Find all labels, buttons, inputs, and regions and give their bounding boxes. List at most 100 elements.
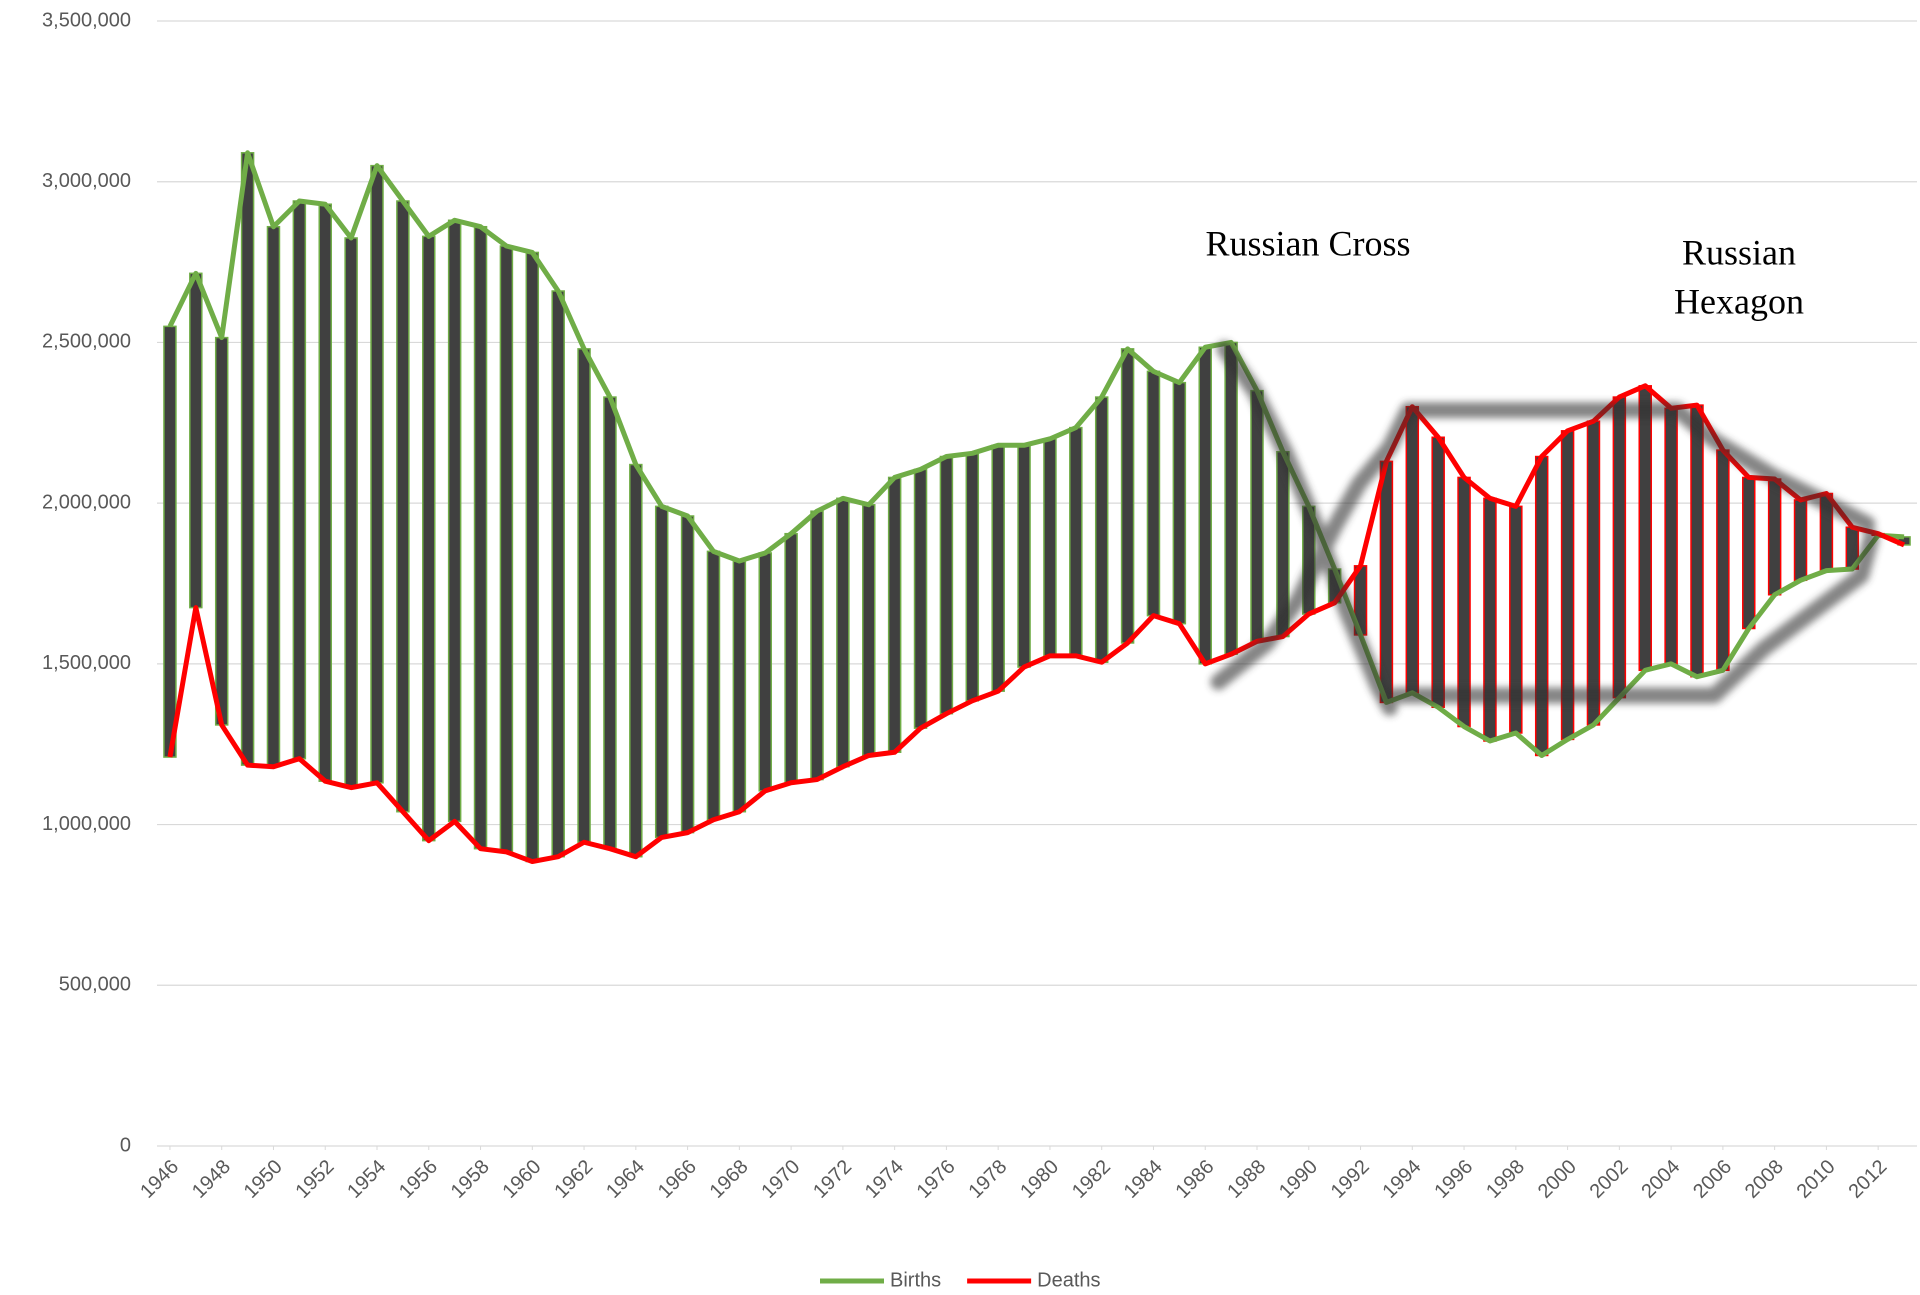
x-tick-label: 1962	[550, 1156, 597, 1203]
x-tick-label: 1948	[188, 1156, 235, 1203]
high-low-bar	[1483, 497, 1497, 742]
high-low-bar	[266, 225, 281, 768]
x-tick-label: 1976	[913, 1156, 960, 1203]
high-low-bar	[1379, 460, 1394, 704]
x-tick-label: 1988	[1223, 1156, 1270, 1203]
legend-label: Births	[890, 1269, 941, 1291]
y-tick-label: 500,000	[59, 974, 131, 996]
x-tick-label: 1982	[1068, 1156, 1115, 1203]
high-low-bar	[1172, 381, 1187, 625]
high-low-bar	[189, 272, 203, 609]
high-low-bar	[292, 200, 307, 760]
high-low-bar	[1742, 476, 1756, 630]
x-tick-label: 1966	[654, 1156, 701, 1203]
high-low-bar	[1250, 389, 1264, 643]
high-low-bar	[603, 396, 617, 850]
high-low-bar	[370, 164, 384, 784]
x-tick-label: 1956	[395, 1156, 442, 1203]
x-tick-label: 1946	[136, 1156, 183, 1203]
annotations: Russian Cross Russian Hexagon	[1205, 223, 1804, 321]
high-low-bar	[991, 444, 1005, 692]
high-low-bar	[1017, 444, 1031, 668]
high-low-bar	[1664, 407, 1678, 665]
high-low-bar	[1094, 396, 1109, 663]
y-tick-label: 3,000,000	[42, 170, 131, 192]
x-tick-label: 1992	[1327, 1156, 1374, 1203]
high-low-bar	[1224, 341, 1238, 655]
x-tick-label: 1968	[706, 1156, 753, 1203]
x-tick-label: 2012	[1844, 1156, 1891, 1203]
x-tick-label: 2008	[1741, 1156, 1788, 1203]
x-tick-label: 2010	[1793, 1156, 1840, 1203]
x-tick-label: 1952	[291, 1156, 338, 1203]
high-low-bar	[318, 203, 332, 782]
high-low-bar	[965, 452, 980, 702]
high-low-bar	[499, 245, 514, 853]
hand-drawn-shape	[1210, 341, 1879, 716]
high-low-bar	[214, 336, 229, 726]
high-low-bar	[422, 235, 436, 842]
high-low-bar	[758, 552, 772, 792]
high-low-bar	[1586, 420, 1601, 726]
y-tick-label: 1,500,000	[42, 652, 131, 674]
y-tick-label: 2,500,000	[42, 331, 131, 353]
x-tick-label: 1996	[1430, 1156, 1477, 1203]
high-low-bar	[939, 455, 954, 715]
high-low-bar	[396, 200, 410, 813]
hexagon-bottom	[1387, 530, 1879, 704]
high-low-bar	[1198, 346, 1212, 665]
x-tick-label: 1972	[809, 1156, 856, 1203]
high-low-bar	[1638, 385, 1652, 672]
x-tick-label: 1974	[861, 1156, 908, 1203]
high-low-bar	[1793, 499, 1808, 582]
high-low-bar	[577, 348, 591, 843]
hexagon-top	[1210, 402, 1876, 691]
x-tick-label: 1990	[1275, 1156, 1322, 1203]
high-low-bar	[447, 219, 462, 823]
high-low-bar	[1146, 370, 1161, 617]
high-low-bar	[629, 463, 643, 858]
high-low-bar	[836, 497, 850, 768]
high-low-bar	[551, 290, 565, 858]
x-tick-label: 2006	[1689, 1156, 1736, 1203]
annotation: Hexagon	[1674, 281, 1804, 321]
high-low-bars	[163, 152, 1911, 863]
high-low-bar	[1716, 449, 1730, 672]
y-tick-label: 2,000,000	[42, 491, 131, 513]
high-low-bar	[810, 510, 824, 781]
high-low-bar	[525, 251, 540, 863]
x-tick-label: 1960	[499, 1156, 546, 1203]
legend: Births Deaths	[820, 1269, 1101, 1291]
high-low-bar	[913, 468, 928, 729]
y-tick-label: 0	[120, 1134, 131, 1156]
annotation: Russian	[1682, 232, 1796, 272]
high-low-bar	[163, 325, 177, 758]
x-tick-label: 1998	[1482, 1156, 1529, 1203]
x-tick-label: 1958	[447, 1156, 494, 1203]
high-low-bar	[862, 504, 876, 757]
x-tick-label: 1980	[1016, 1156, 1063, 1203]
cross-stroke	[1216, 341, 1398, 716]
x-tick-label: 1994	[1379, 1156, 1426, 1203]
high-low-bar	[706, 550, 721, 821]
high-low-bar	[784, 532, 798, 784]
high-low-bar	[240, 152, 255, 766]
x-tick-label: 1964	[602, 1156, 649, 1203]
y-tick-label: 1,000,000	[42, 813, 131, 835]
x-tick-label: 1984	[1120, 1156, 1167, 1203]
high-low-bar	[1612, 396, 1627, 699]
high-low-bar	[1431, 436, 1445, 708]
high-low-bar	[1767, 478, 1782, 596]
high-low-bar	[887, 476, 902, 753]
high-low-bar	[1120, 348, 1135, 644]
series-line	[167, 383, 1906, 865]
x-tick-label: 1950	[240, 1156, 287, 1203]
x-tick-label: 2002	[1586, 1156, 1633, 1203]
high-low-bar	[1534, 455, 1549, 757]
x-tick-label: 2000	[1534, 1156, 1581, 1203]
high-low-bar	[1043, 438, 1057, 657]
annotation: Russian Cross	[1205, 223, 1410, 263]
y-tick-label: 3,500,000	[42, 9, 131, 31]
x-tick-label: 1954	[343, 1156, 390, 1203]
